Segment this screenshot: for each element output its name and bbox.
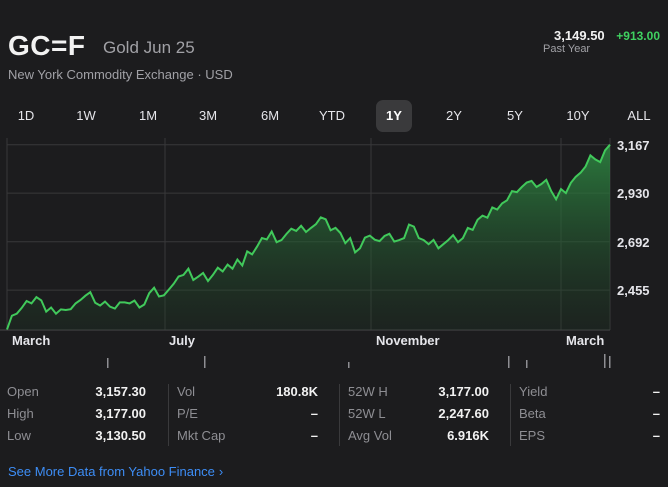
x-tick-label: March: [566, 333, 604, 348]
price-change: +913.00: [616, 29, 660, 43]
y-tick-label: 2,930: [617, 186, 650, 201]
stat-label: EPS: [519, 428, 546, 443]
stat-label: Open: [7, 384, 39, 399]
stat-label: 52W H: [348, 384, 388, 399]
tab-5y[interactable]: 5Y: [507, 108, 523, 123]
current-price: 3,149.50: [554, 28, 605, 43]
exchange-info: New York Commodity Exchange · USD: [8, 67, 233, 82]
chevron-right-icon: ›: [218, 464, 224, 479]
tab-1w[interactable]: 1W: [76, 108, 96, 123]
stat-divider: [339, 384, 340, 446]
price-box: 3,149.50 +913.00: [554, 28, 660, 43]
tab-6m[interactable]: 6M: [260, 108, 280, 123]
x-tick-label: March: [12, 333, 50, 348]
stat-label: High: [7, 406, 34, 421]
volume-bar: [348, 362, 350, 368]
x-tick-label: November: [376, 333, 440, 348]
stats-table: Open 3,157.30 High 3,177.00 Low 3,130.50 Vol 18…: [0, 378, 668, 448]
stat-value: 3,157.30: [95, 384, 146, 399]
stat-label: Yield: [519, 384, 548, 399]
volume-bar: [204, 356, 206, 368]
tab-10y[interactable]: 10Y: [566, 108, 590, 123]
stat-label: Low: [7, 428, 31, 443]
chart-area: [7, 144, 610, 330]
stat-divider: [510, 384, 511, 446]
stat-divider: [168, 384, 169, 446]
stat-label: P/E: [177, 406, 198, 421]
stat-value: –: [652, 406, 660, 421]
volume-bar: [604, 354, 606, 368]
tab-ytd[interactable]: YTD: [319, 108, 345, 123]
tab-3m[interactable]: 3M: [198, 108, 218, 123]
stat-value: 3,177.00: [438, 384, 489, 399]
stat-value: –: [310, 406, 318, 421]
volume-bar: [526, 360, 528, 368]
stat-value: 180.8K: [276, 384, 318, 399]
change-period: Past Year: [543, 43, 591, 55]
y-tick-label: 2,455: [617, 283, 650, 298]
tab-1y[interactable]: 1Y: [376, 100, 412, 132]
quote-header: GC=F Gold Jun 25 New York Commodity Exch…: [8, 26, 660, 86]
volume-bar: [508, 356, 510, 368]
volume-bar: [609, 356, 611, 368]
stat-value: 3,177.00: [95, 406, 146, 421]
stat-label: Avg Vol: [348, 428, 392, 443]
instrument-name: Gold Jun 25: [103, 38, 195, 57]
tab-2y[interactable]: 2Y: [446, 108, 462, 123]
y-tick-label: 3,167: [617, 138, 650, 153]
stat-label: Beta: [519, 406, 546, 421]
stat-value: 6.916K: [447, 428, 489, 443]
stat-value: –: [310, 428, 318, 443]
tab-1d[interactable]: 1D: [17, 108, 35, 123]
stat-label: Mkt Cap: [177, 428, 226, 443]
range-tabs: 1D 1W 1M 3M 6M YTD 1Y 2Y 5Y 10Y ALL: [0, 100, 668, 132]
price-chart: 3,167 2,930 2,692 2,455 March July November Ma…: [0, 138, 650, 368]
stat-label: Vol: [177, 384, 196, 399]
ticker-symbol: GC=F: [8, 30, 86, 61]
stat-value: 3,130.50: [95, 428, 146, 443]
stat-value: 2,247.60: [438, 406, 489, 421]
more-data-label: See More Data from Yahoo Finance: [8, 464, 215, 479]
stat-value: –: [652, 384, 660, 399]
stat-label: 52W L: [348, 406, 386, 421]
y-tick-label: 2,692: [617, 235, 650, 250]
more-data-link[interactable]: See More Data from Yahoo Finance ›: [8, 464, 223, 479]
tab-1m[interactable]: 1M: [138, 108, 158, 123]
x-tick-label: July: [169, 333, 196, 348]
chart-line: [6, 144, 611, 330]
volume-bar: [107, 358, 109, 368]
tab-all[interactable]: ALL: [627, 108, 651, 123]
stat-value: –: [652, 428, 660, 443]
